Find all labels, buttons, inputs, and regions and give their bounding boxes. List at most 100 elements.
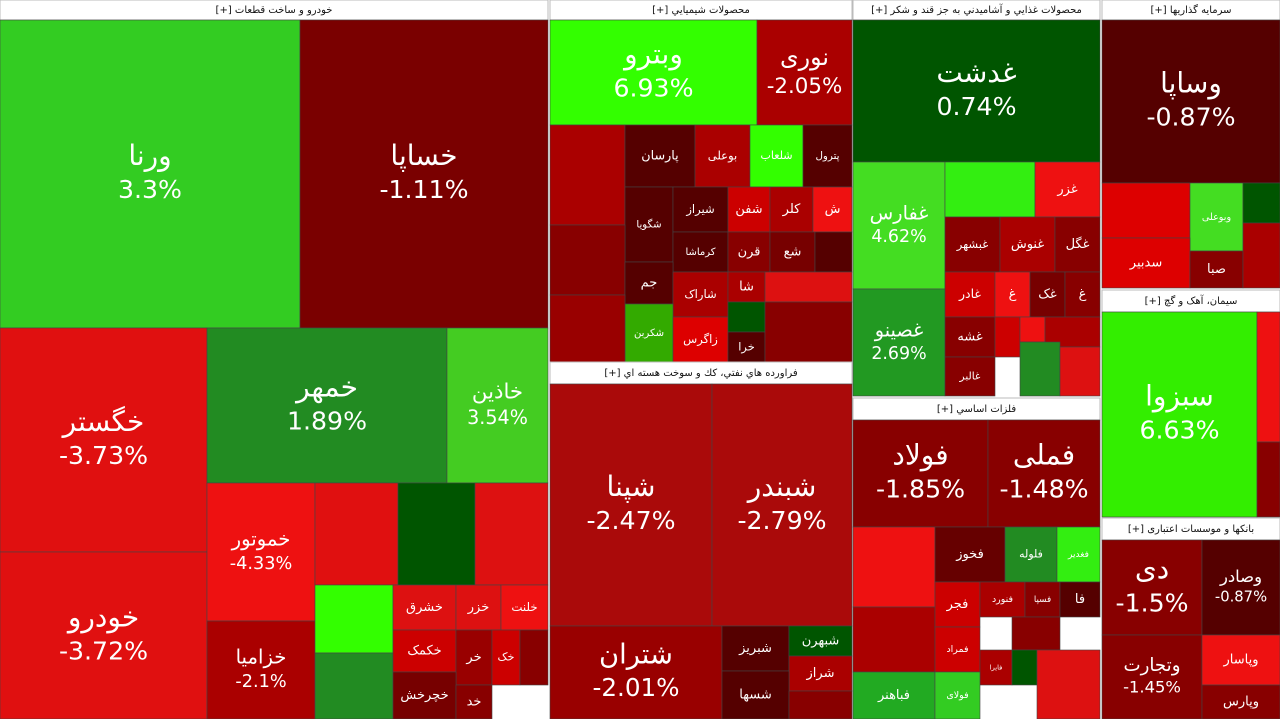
tile xyxy=(814,231,853,273)
tile-label: خلنت xyxy=(511,600,537,614)
tile-label: پارسان xyxy=(641,148,679,164)
tile xyxy=(1054,216,1101,273)
tile xyxy=(1019,341,1061,397)
tile xyxy=(549,124,626,226)
tile-label: وبترو xyxy=(622,38,683,71)
tile-label: غ xyxy=(1009,287,1017,302)
tile-label: فخوز xyxy=(955,547,984,562)
tile xyxy=(1101,311,1258,518)
tile xyxy=(549,625,723,719)
tile xyxy=(1101,634,1203,719)
tile xyxy=(206,327,448,484)
tile xyxy=(314,482,399,586)
tile xyxy=(1101,182,1191,239)
tile-label: فملی xyxy=(1013,439,1075,472)
tile-label: جم xyxy=(641,276,658,291)
tile xyxy=(1256,441,1280,518)
tile xyxy=(392,671,457,719)
tile-change: 0.74% xyxy=(936,92,1016,121)
tile-label: فایرا xyxy=(990,664,1003,672)
tile-label: قرن xyxy=(738,245,761,260)
tile-change: -1.48% xyxy=(999,474,1088,503)
sector-title: بانکها و موسسات اعتباری [+] xyxy=(1128,524,1254,535)
tile xyxy=(1189,182,1244,252)
tile xyxy=(549,19,758,126)
tile-label: ورنا xyxy=(128,139,171,172)
tile-label: خمهر xyxy=(294,371,358,404)
tile xyxy=(0,327,208,553)
tile-label: خساپا xyxy=(390,139,457,172)
tile-label: بوعلی xyxy=(708,149,738,164)
tile-label: شبندر xyxy=(746,470,817,503)
tile-label: غصینو xyxy=(874,318,924,341)
sector-title: سیمان، آهک و گچ [+] xyxy=(1145,294,1238,307)
tile xyxy=(1256,311,1280,443)
tile-label: فباهنر xyxy=(877,688,910,703)
tile xyxy=(769,186,814,233)
tile xyxy=(446,327,549,484)
tile-label: شراز xyxy=(806,666,835,681)
tile-label: غزر xyxy=(1056,182,1077,197)
tile-label: غدشت xyxy=(936,56,1016,89)
tile xyxy=(979,649,1013,686)
tile-label: پترول xyxy=(815,150,839,162)
tile-label: غالبر xyxy=(959,371,981,383)
tile-label: وبوعلی xyxy=(1202,212,1231,223)
tile-label: شپنا xyxy=(607,470,656,503)
tile xyxy=(987,419,1101,528)
tile xyxy=(1019,316,1046,343)
tile-label: فلوله xyxy=(1019,548,1043,561)
tile xyxy=(944,271,996,318)
tile-label: خر xyxy=(465,650,481,665)
tile-change: -2.01% xyxy=(592,673,679,702)
tile-change: 4.62% xyxy=(871,227,926,247)
tile xyxy=(727,231,771,273)
tile-label: غادر xyxy=(958,286,981,302)
tile xyxy=(474,482,549,586)
tile xyxy=(299,19,549,329)
tile xyxy=(206,620,316,719)
tile xyxy=(721,670,790,719)
tile xyxy=(944,356,996,397)
tile-change: -1.45% xyxy=(1123,677,1181,696)
tile-label: فمراد xyxy=(946,644,968,655)
tile xyxy=(852,606,936,673)
tile-label: فولاد xyxy=(892,439,948,472)
tile xyxy=(1059,346,1101,397)
tile xyxy=(711,383,853,627)
tile-label: شع xyxy=(784,245,802,260)
tile-label: خک xyxy=(498,651,515,664)
sector-title: محصولات شيميايي [+] xyxy=(652,5,750,16)
tile-change: -3.72% xyxy=(59,636,148,665)
tile-label: شسها xyxy=(739,688,771,703)
tile xyxy=(1056,526,1101,583)
tile-label: خکمک xyxy=(407,644,441,659)
tile-label: کرماشا xyxy=(685,247,715,258)
tile-label: فغدیر xyxy=(1067,550,1089,560)
sector-title: سرمایه گذاریها [+] xyxy=(1150,4,1231,16)
tile-label: شگویا xyxy=(636,218,661,231)
tile-change: -1.11% xyxy=(379,175,468,204)
tile-change: -4.33% xyxy=(230,554,292,574)
tile xyxy=(1024,581,1061,618)
tile xyxy=(672,231,729,273)
tile-label: کلر xyxy=(782,202,801,217)
tile-change: 3.3% xyxy=(118,175,182,204)
tile xyxy=(852,19,1101,163)
tile-label: خزامیا xyxy=(236,646,287,669)
tile-label: وتجارت xyxy=(1124,655,1181,676)
tile xyxy=(852,526,936,608)
tile xyxy=(788,690,853,719)
tile-label: شتران xyxy=(599,640,673,671)
tile xyxy=(1101,539,1203,636)
tile-label: غشه xyxy=(957,330,983,345)
tile xyxy=(994,271,1031,318)
tile-label: شا xyxy=(739,280,754,295)
tile-label: خاذین xyxy=(472,380,523,405)
tile xyxy=(721,625,790,672)
tile xyxy=(764,271,853,303)
tile-change: -3.73% xyxy=(59,441,148,470)
tile xyxy=(1064,271,1101,318)
tile-label: وپاسار xyxy=(1223,653,1259,668)
tile xyxy=(455,684,493,719)
